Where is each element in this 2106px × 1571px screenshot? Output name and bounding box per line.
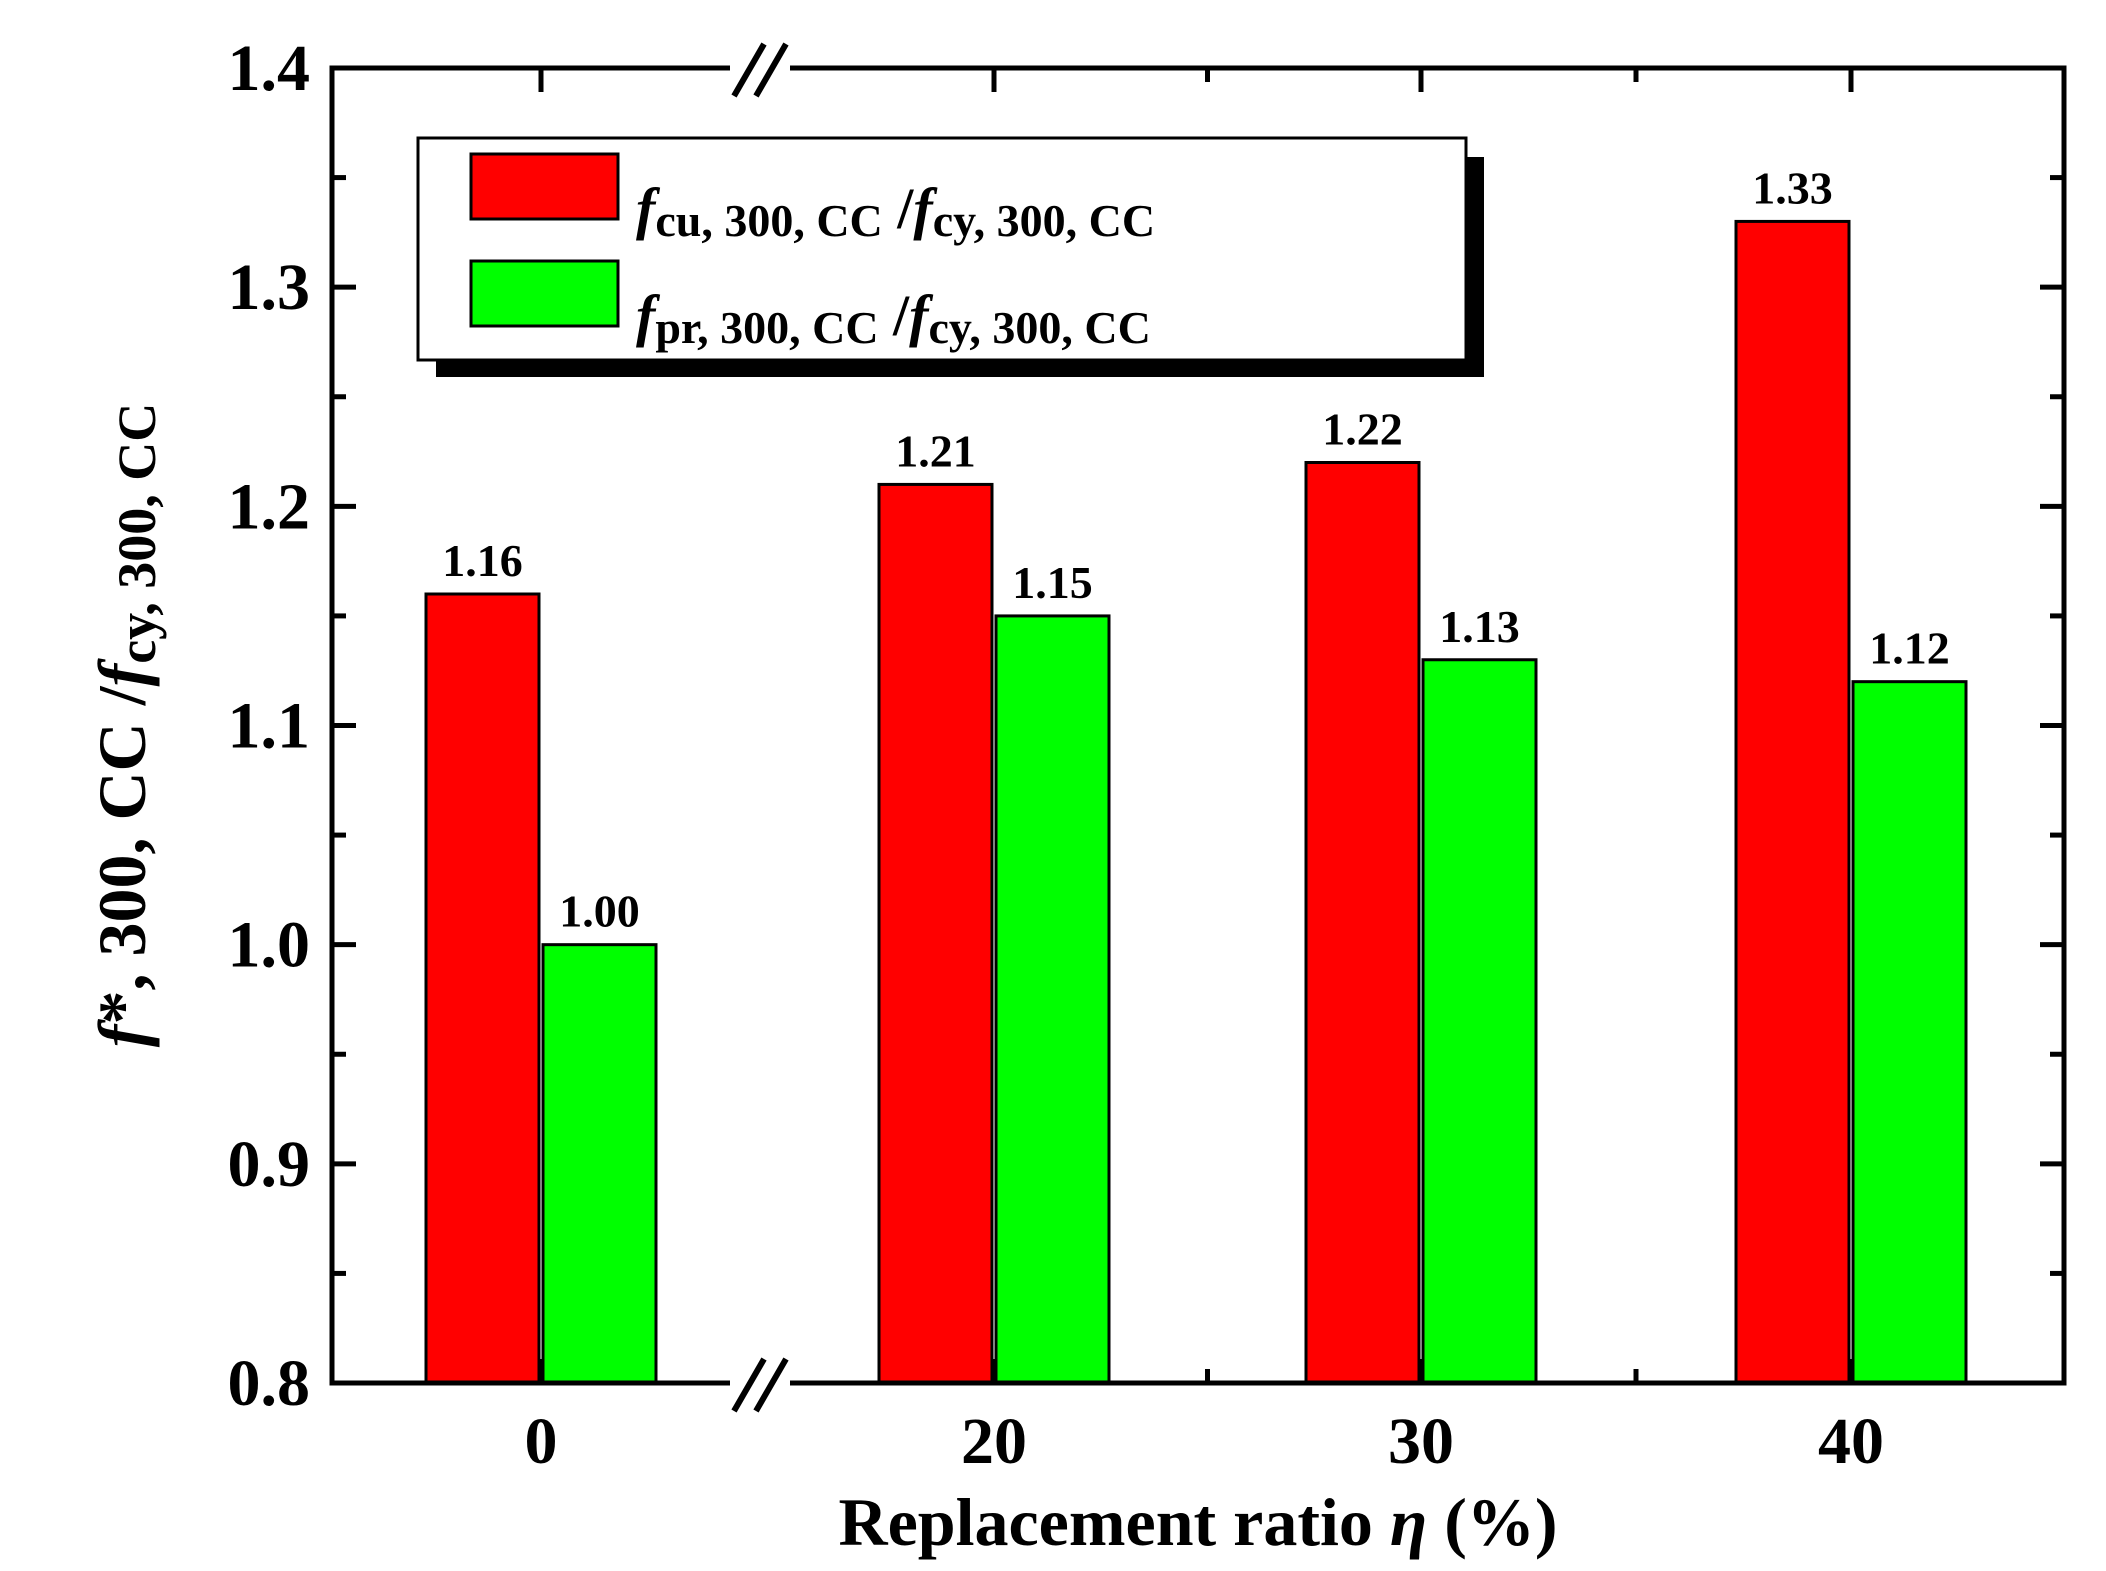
bar-series-2-cat-20 [994,614,1111,1385]
bar-series-1-cat-30 [1304,461,1421,1385]
bar-series-2-cat-0 [541,943,658,1385]
bar-series-1-cat-40 [1734,219,1851,1385]
axis-break-top [730,42,790,98]
y-tick-label: 0.8 [228,1347,311,1420]
data-label-series-2-cat-30: 1.13 [1439,601,1520,652]
tick-labels-layer: 0.8 0.9 1.0 1.1 1.2 1.3 1.4 0 20 30 40 [228,32,1885,1478]
y-tick-label: 1.3 [228,251,311,324]
x-tick-label: 20 [961,1405,1027,1478]
data-label-series-2-cat-0: 1.00 [559,886,640,937]
bar-series-2-cat-30 [1421,658,1538,1385]
data-label-series-1-cat-20: 1.21 [895,425,976,476]
bars-layer [424,219,1968,1385]
data-label-series-1-cat-40: 1.33 [1752,162,1833,213]
bar-series-2-cat-40 [1851,680,1968,1385]
legend-label-series-1: fcu, 300, CC /fcy, 300, CC [636,176,1155,246]
legend-label-series-2: fpr, 300, CC /fcy, 300, CC [636,283,1151,353]
y-axis-title: f*, 300, CC /fcy, 300, CC [84,403,167,1047]
y-tick-label: 0.9 [228,1128,311,1201]
bar-series-1-cat-20 [877,482,994,1385]
data-label-series-1-cat-0: 1.16 [442,535,523,586]
x-tick-label: 30 [1388,1405,1454,1478]
data-label-series-2-cat-40: 1.12 [1869,623,1950,674]
axis-break-bottom [730,1357,790,1413]
y-tick-label: 1.0 [228,909,311,982]
y-tick-label: 1.2 [228,470,311,543]
bar-series-1-cat-0 [424,592,541,1385]
legend-swatch-series-2 [469,259,620,328]
x-tick-label: 40 [1818,1405,1884,1478]
legend: fcu, 300, CC /fcy, 300, CC fpr, 300, CC … [416,136,1484,377]
data-labels-layer: 1.16 1.21 1.22 1.33 1.00 1.15 1.13 1.12 [442,162,1950,936]
y-tick-label: 1.1 [228,690,311,763]
y-tick-label: 1.4 [228,32,311,105]
data-label-series-2-cat-20: 1.15 [1012,557,1093,608]
legend-swatch-series-1 [469,152,620,221]
x-axis-title: Replacement ratio η (%) [839,1484,1558,1560]
x-tick-label: 0 [525,1405,558,1478]
ticks-layer [332,65,2064,1386]
data-label-series-1-cat-30: 1.22 [1322,404,1403,455]
